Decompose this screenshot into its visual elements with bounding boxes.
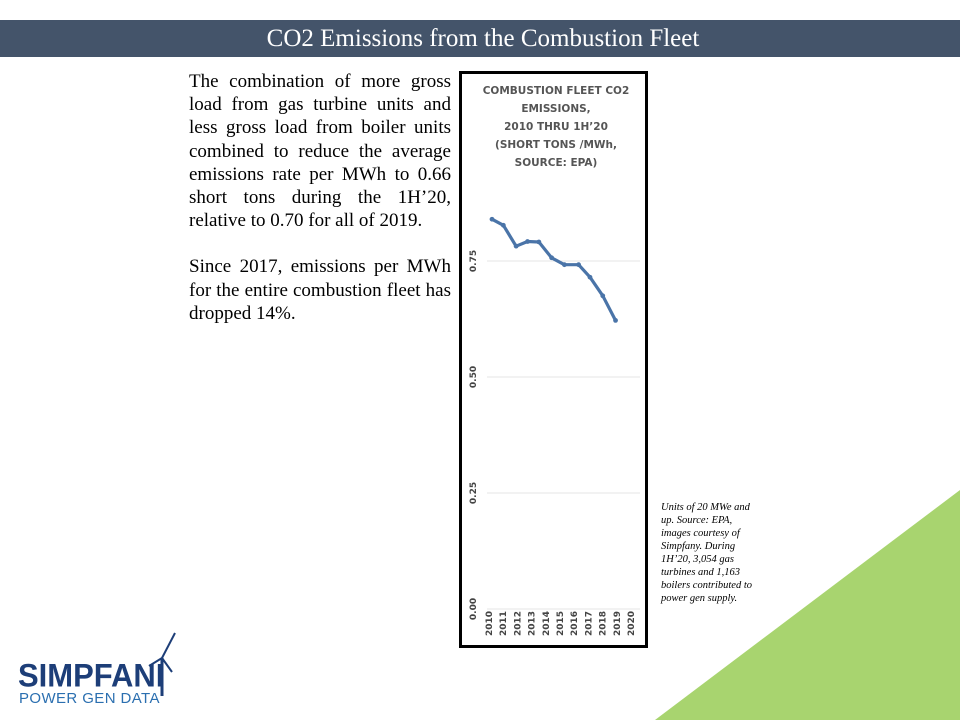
title-bar: CO2 Emissions from the Combustion Fleet (0, 20, 960, 57)
chart-title-line: SOURCE: EPA) (515, 157, 598, 169)
wind-turbine-icon (148, 632, 176, 696)
x-tick-label: 2010 (485, 611, 495, 636)
series-line (490, 217, 618, 322)
emissions-chart: COMBUSTION FLEET CO2 EMISSIONS, 2010 THRU … (459, 71, 648, 648)
slide-title: CO2 Emissions from the Combustion Fleet (266, 24, 700, 52)
data-point (587, 274, 593, 280)
data-point (536, 239, 542, 245)
chart-title-line: 2010 THRU 1H’20 (504, 121, 608, 133)
data-point (562, 262, 567, 268)
x-tick-label: 2019 (613, 611, 623, 636)
y-tick-label: 0.50 (469, 366, 479, 388)
x-tick-label: 2014 (542, 611, 552, 636)
source-note: Units of 20 MWe and up. Source: EPA, ima… (661, 502, 752, 604)
data-point (549, 255, 555, 261)
x-tick-label: 2013 (528, 611, 538, 636)
data-point (525, 239, 530, 244)
green-triangle-shape (655, 490, 960, 720)
x-tick-label: 2011 (499, 611, 509, 636)
x-tick-label: 2017 (584, 611, 594, 636)
data-point (576, 262, 582, 268)
paragraph-2: Since 2017, emissions per MWh for the en… (189, 256, 451, 324)
data-point (500, 222, 506, 228)
y-tick-label: 0.00 (469, 598, 479, 620)
chart-title-line: (SHORT TONS /MWh, (495, 139, 617, 151)
data-point (489, 216, 495, 222)
chart-title-line: COMBUSTION FLEET CO2 (483, 85, 630, 97)
body-text: The combination of more gross load from … (189, 70, 451, 348)
data-point (600, 293, 606, 299)
x-tick-label: 2015 (556, 611, 566, 636)
logo-name: SIMPFANI (18, 657, 165, 694)
logo-tagline: POWER GEN DATA (19, 690, 160, 707)
simpfani-logo: SIMPFANI POWER GEN DATA (12, 630, 182, 715)
x-tick-label: 2018 (599, 611, 609, 636)
y-tick-label: 0.75 (469, 250, 479, 272)
data-point (513, 243, 519, 249)
x-tick-label: 2020 (627, 611, 637, 636)
paragraph-1: The combination of more gross load from … (189, 71, 451, 232)
y-tick-label: 0.25 (469, 482, 479, 504)
data-point (613, 317, 618, 323)
chart-svg: COMBUSTION FLEET CO2 EMISSIONS, 2010 THRU … (469, 85, 640, 636)
x-tick-label: 2016 (570, 611, 580, 636)
x-tick-label: 2012 (513, 611, 523, 636)
chart-title-line: EMISSIONS, (521, 103, 590, 115)
